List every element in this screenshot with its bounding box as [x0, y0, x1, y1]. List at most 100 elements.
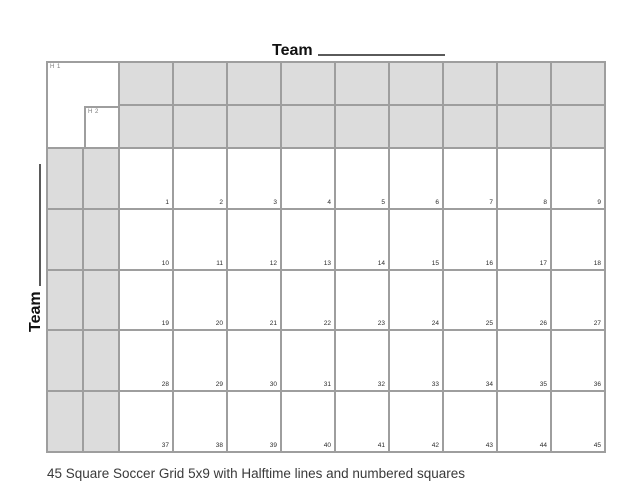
- number-square: 18: [552, 209, 604, 269]
- square-number: 3: [273, 198, 277, 206]
- number-square: 7: [444, 149, 496, 208]
- number-square: 31: [282, 331, 334, 391]
- left-header-cell: [48, 392, 82, 451]
- top-header-cell: [390, 63, 442, 104]
- square-number: 36: [593, 381, 601, 389]
- square-number: 26: [539, 320, 547, 328]
- square-number: 9: [597, 198, 601, 206]
- left-header-cell: [84, 209, 118, 269]
- square-number: 25: [485, 320, 493, 328]
- number-square: 21: [228, 270, 280, 330]
- square-number: 34: [485, 381, 493, 389]
- top-header-cell: [552, 106, 604, 147]
- left-header-cell: [48, 270, 82, 330]
- square-number: 33: [431, 381, 439, 389]
- number-square: 4: [282, 149, 334, 208]
- square-number: 44: [539, 441, 547, 449]
- square-number: 18: [593, 259, 601, 267]
- square-number: 42: [431, 441, 439, 449]
- square-number: 10: [161, 259, 169, 267]
- square-number: 37: [161, 441, 169, 449]
- number-square: 15: [390, 209, 442, 269]
- number-square: 42: [390, 392, 442, 451]
- number-square: 40: [282, 392, 334, 451]
- square-number: 39: [269, 441, 277, 449]
- square-number: 14: [377, 259, 385, 267]
- number-square: 24: [390, 270, 442, 330]
- square-number: 1: [165, 198, 169, 206]
- left-header-cell: [48, 331, 82, 391]
- top-header-cell: [390, 106, 442, 147]
- number-square: 6: [390, 149, 442, 208]
- number-square: 39: [228, 392, 280, 451]
- number-square: 25: [444, 270, 496, 330]
- number-square: 23: [336, 270, 388, 330]
- square-number: 15: [431, 259, 439, 267]
- square-number: 30: [269, 381, 277, 389]
- top-header-cell: [120, 63, 172, 104]
- top-header-cell: [498, 63, 550, 104]
- number-square: 27: [552, 270, 604, 330]
- square-number: 45: [593, 441, 601, 449]
- top-team-label: Team: [272, 42, 445, 60]
- square-number: 29: [215, 381, 223, 389]
- number-square: 32: [336, 331, 388, 391]
- square-number: 32: [377, 381, 385, 389]
- square-number: 8: [543, 198, 547, 206]
- h1-label: H 1: [50, 64, 61, 70]
- top-header-cell: [498, 106, 550, 147]
- number-square: 29: [174, 331, 226, 391]
- number-square: 20: [174, 270, 226, 330]
- number-square: 13: [282, 209, 334, 269]
- number-square: 8: [498, 149, 550, 208]
- number-square: 11: [174, 209, 226, 269]
- left-header-cell: [84, 392, 118, 451]
- square-number: 13: [323, 259, 331, 267]
- number-square: 33: [390, 331, 442, 391]
- halftime-corner-cell: H 1 H 2: [48, 63, 118, 147]
- square-number: 12: [269, 259, 277, 267]
- number-square: 41: [336, 392, 388, 451]
- number-square: 2: [174, 149, 226, 208]
- square-number: 27: [593, 320, 601, 328]
- caption: 45 Square Soccer Grid 5x9 with Halftime …: [47, 466, 465, 481]
- number-square: 16: [444, 209, 496, 269]
- top-header-cell: [120, 106, 172, 147]
- left-header-cell: [84, 149, 118, 208]
- top-header-cell: [228, 63, 280, 104]
- square-number: 6: [435, 198, 439, 206]
- number-square: 44: [498, 392, 550, 451]
- number-square: 34: [444, 331, 496, 391]
- number-square: 26: [498, 270, 550, 330]
- square-number: 7: [489, 198, 493, 206]
- number-square: 14: [336, 209, 388, 269]
- left-team-label-text: Team: [27, 291, 44, 332]
- top-header-cell: [228, 106, 280, 147]
- square-number: 4: [327, 198, 331, 206]
- number-square: 38: [174, 392, 226, 451]
- number-square: 30: [228, 331, 280, 391]
- square-number: 20: [215, 320, 223, 328]
- square-number: 19: [161, 320, 169, 328]
- number-square: 17: [498, 209, 550, 269]
- top-header-cell: [336, 63, 388, 104]
- square-number: 38: [215, 441, 223, 449]
- square-number: 43: [485, 441, 493, 449]
- square-number: 31: [323, 381, 331, 389]
- number-square: 22: [282, 270, 334, 330]
- top-header-cell: [282, 106, 334, 147]
- square-number: 40: [323, 441, 331, 449]
- square-number: 17: [539, 259, 547, 267]
- number-square: 9: [552, 149, 604, 208]
- square-number: 28: [161, 381, 169, 389]
- top-team-blank-line: [317, 53, 445, 56]
- square-number: 35: [539, 381, 547, 389]
- square-number: 11: [216, 259, 223, 267]
- number-square: 5: [336, 149, 388, 208]
- top-header-cell: [174, 106, 226, 147]
- top-header-cell: [444, 106, 496, 147]
- left-team-label-inner: Team: [27, 160, 45, 332]
- square-number: 23: [377, 320, 385, 328]
- number-square: 10: [120, 209, 172, 269]
